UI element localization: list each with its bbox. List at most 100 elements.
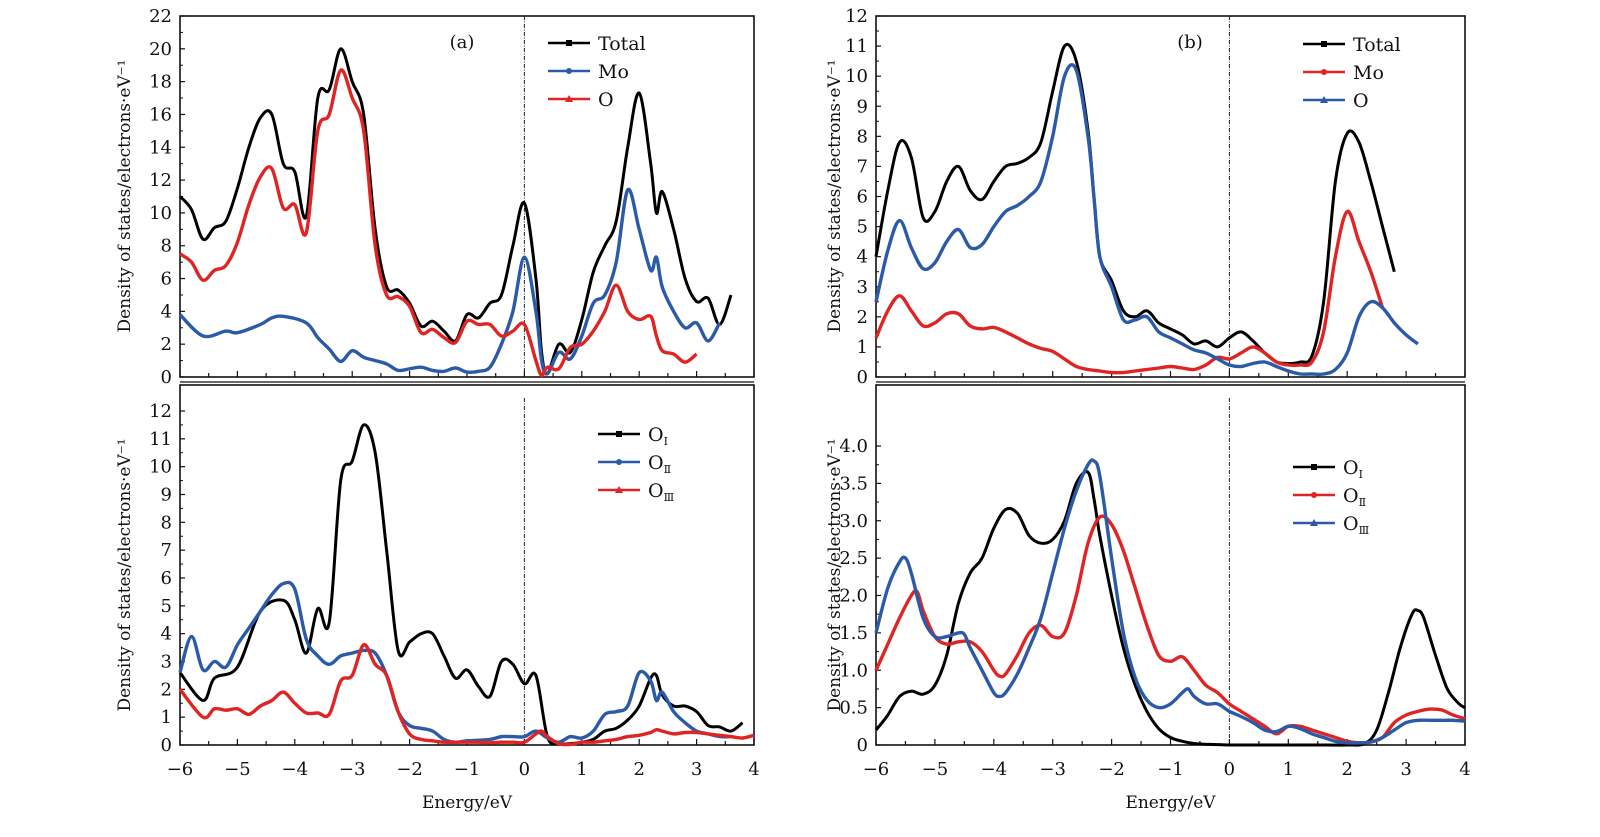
x-axis-label: Energy/eV (422, 793, 513, 813)
y-tick-label: 8 (857, 126, 868, 147)
y-tick-label: 7 (857, 156, 868, 177)
series-line-mo (874, 209, 1385, 375)
legend-label: OⅠ (1343, 457, 1363, 481)
legend-item-o: O (1303, 90, 1369, 112)
legend-marker-triangle (565, 95, 573, 102)
y-tick-label: 11 (149, 429, 172, 450)
legend-label-subscript: Ⅱ (664, 463, 671, 476)
legend-marker-circle (616, 459, 622, 465)
y-tick-label: 8 (161, 512, 172, 533)
legend-marker-square (566, 40, 572, 46)
x-tick-label: −6 (167, 759, 194, 780)
y-tick-label: 2.0 (839, 586, 868, 607)
panel-label: (a) (450, 32, 475, 53)
x-tick-label: 0 (519, 759, 530, 780)
x-tick-label: −6 (863, 759, 890, 780)
x-tick-label: 3 (1400, 759, 1411, 780)
x-axis-label: Energy/eV (1125, 793, 1216, 813)
series-line-o-ii (874, 514, 1466, 745)
y-tick-label: 2 (161, 334, 172, 355)
y-tick-label: 9 (161, 485, 172, 506)
legend-label: O (1353, 90, 1369, 112)
series-line-o-i (178, 423, 744, 746)
y-tick-label: 6 (857, 187, 868, 208)
x-tick-label: −5 (922, 759, 949, 780)
y-axis-label: Density of states/electrons·eV⁻¹ (115, 438, 135, 711)
y-axis-label: Density of states/electrons·eV⁻¹ (825, 438, 845, 711)
x-tick-label: −2 (396, 759, 423, 780)
legend-label: Mo (598, 61, 629, 83)
y-tick-label: 3.5 (839, 473, 868, 494)
series-line-o (874, 63, 1419, 377)
legend-label-subscript: Ⅱ (1359, 496, 1366, 509)
y-tick-label: 0 (161, 367, 172, 388)
series-line-o-iii (178, 643, 755, 747)
x-tick-label: 3 (691, 759, 702, 780)
panel-label: (b) (1177, 32, 1203, 53)
y-axis-label: Density of states/electrons·eV⁻¹ (825, 59, 845, 332)
y-tick-label: 11 (845, 36, 868, 57)
legend-label: OⅡ (648, 452, 671, 476)
legend-item-mo: Mo (1303, 62, 1384, 84)
y-tick-label: 2 (857, 307, 868, 328)
legend-item-o-ii: OⅡ (1293, 485, 1366, 509)
legend-label: OⅠ (648, 424, 668, 448)
x-tick-label: −4 (981, 759, 1008, 780)
x-tick-label: −4 (282, 759, 309, 780)
y-axis-label: Density of states/electrons·eV⁻¹ (115, 59, 135, 332)
y-tick-label: 0 (161, 735, 172, 756)
y-tick-label: 10 (149, 457, 172, 478)
y-tick-label: 9 (857, 96, 868, 117)
x-tick-label: 1 (576, 759, 587, 780)
y-tick-label: 1.0 (839, 660, 868, 681)
y-tick-label: 5 (161, 596, 172, 617)
y-tick-label: 3.0 (839, 511, 868, 532)
y-tick-label: 6 (161, 568, 172, 589)
y-tick-label: 4 (161, 301, 172, 322)
legend-marker-triangle (615, 486, 623, 493)
y-tick-label: 12 (149, 170, 172, 191)
x-tick-label: −5 (224, 759, 251, 780)
legend-marker-square (1311, 464, 1317, 470)
y-tick-label: 16 (149, 104, 172, 125)
series-line-total (178, 47, 733, 376)
panel-b-bottom: 0 0.5 1.0 1.5 2.0 2.5 3.0 3.5 4.0 −6 −5 −4 −3 −2 −1 0 1 2… (825, 384, 1471, 813)
legend-item-o-i: OⅠ (598, 424, 668, 448)
x-tick-label: 2 (633, 759, 644, 780)
x-tick-label: 0 (1224, 759, 1235, 780)
legend-label: Mo (1353, 62, 1384, 84)
legend-item-total: Total (1303, 34, 1401, 56)
legend-item-o-iii: OⅢ (598, 480, 674, 504)
y-tick-label: 0 (857, 735, 868, 756)
legend-item-o-i: OⅠ (1293, 457, 1363, 481)
panel-a-top: 0 2 4 6 8 10 12 14 16 18 20 22 Density of states/ele… (115, 6, 755, 388)
legend-marker-circle (1311, 492, 1317, 498)
legend-label: OⅡ (1343, 485, 1366, 509)
y-tick-label: 8 (161, 236, 172, 257)
legend-marker-triangle (1310, 519, 1318, 526)
y-tick-label: 1.5 (839, 623, 868, 644)
y-tick-label: 6 (161, 269, 172, 290)
y-tick-label: 0 (857, 367, 868, 388)
legend-item-o-ii: OⅡ (598, 452, 671, 476)
legend-item-o: O (548, 89, 614, 111)
y-tick-label: 4 (857, 247, 868, 268)
x-tick-label: 2 (1341, 759, 1352, 780)
legend-marker-circle (566, 68, 572, 74)
legend-label-subscript: Ⅰ (1359, 468, 1363, 481)
y-tick-label: 10 (845, 66, 868, 87)
legend-label: OⅢ (648, 480, 674, 504)
x-tick-label: −2 (1098, 759, 1125, 780)
legend-marker-square (1321, 41, 1327, 47)
series-line-mo (178, 187, 722, 376)
y-tick-label: 12 (845, 6, 868, 27)
x-tick-label: −3 (1039, 759, 1066, 780)
y-tick-label: 4.0 (839, 436, 868, 457)
y-tick-label: 5 (857, 217, 868, 238)
legend-label: O (598, 89, 614, 111)
x-tick-label: −3 (339, 759, 366, 780)
x-tick-label: 4 (1459, 759, 1470, 780)
